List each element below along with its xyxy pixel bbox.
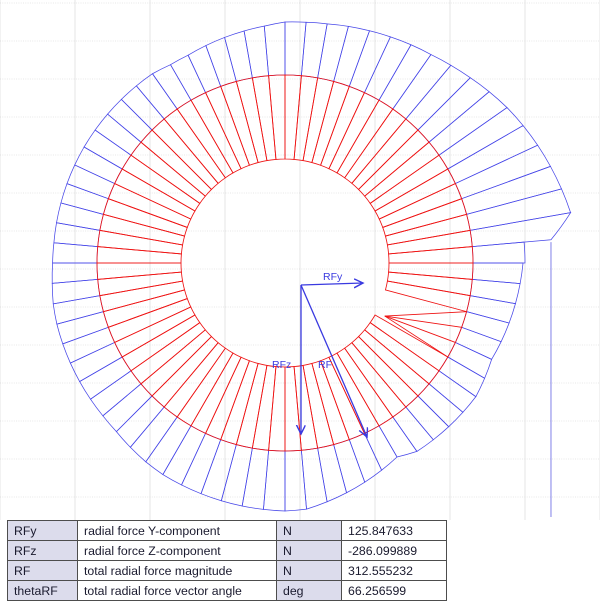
svg-text:RFz: RFz <box>272 359 291 371</box>
svg-text:RF: RF <box>318 359 332 371</box>
svg-text:RFy: RFy <box>323 271 343 283</box>
